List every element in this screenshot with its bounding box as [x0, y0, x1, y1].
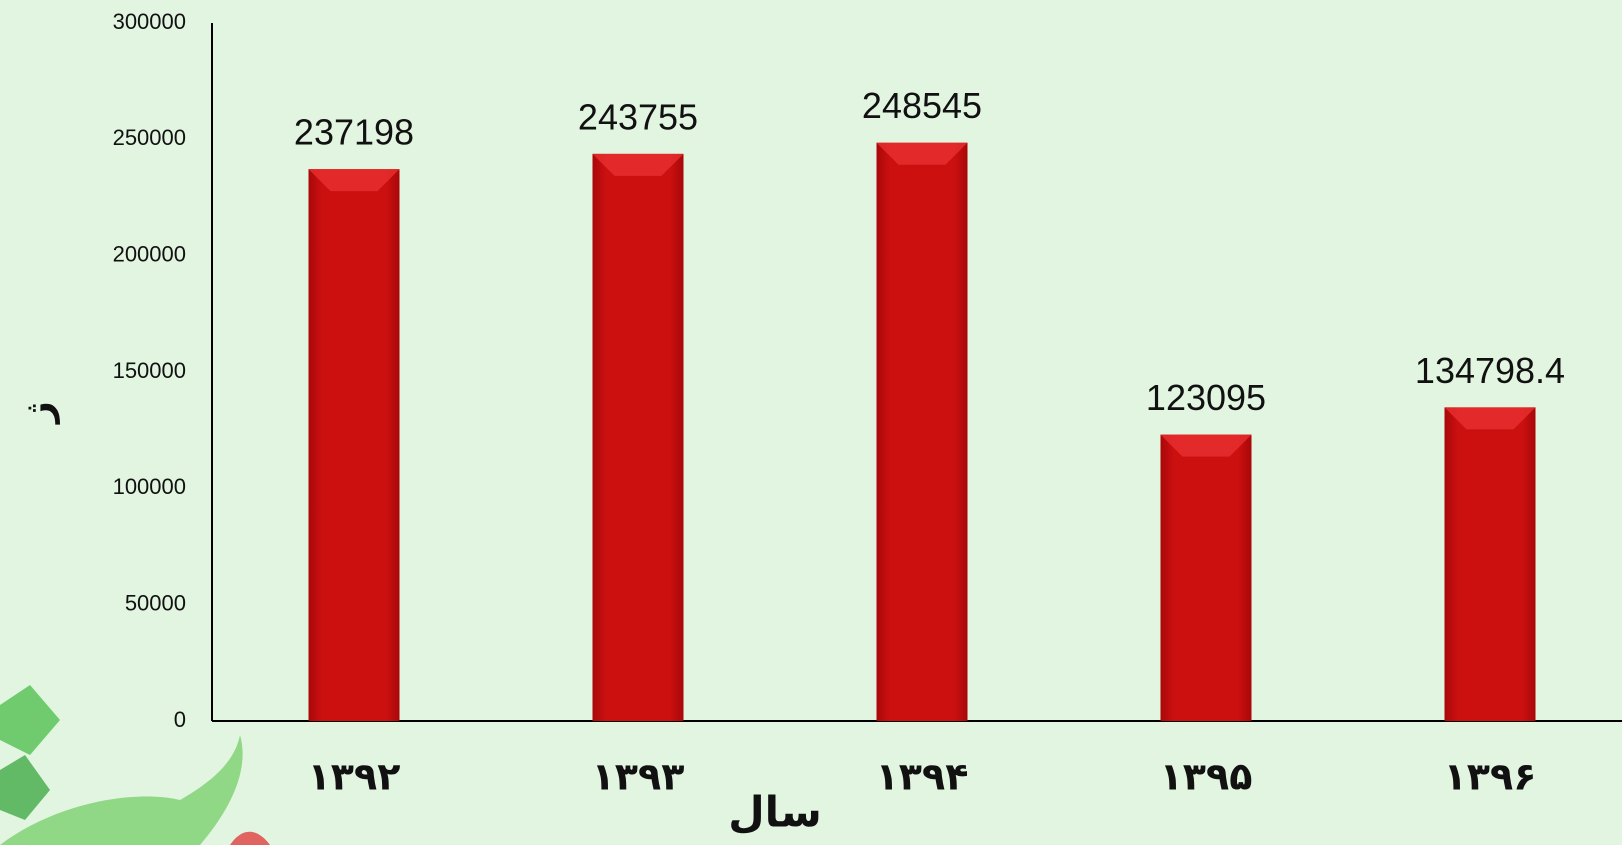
- y-tick-label: 250000: [113, 125, 186, 150]
- value-label: 248545: [862, 85, 982, 126]
- x-tick-label: ۱۳۹۵: [1160, 755, 1253, 799]
- bar: [1445, 407, 1536, 721]
- x-tick-label: ۱۳۹۶: [1444, 755, 1537, 799]
- y-tick-label: 200000: [113, 241, 186, 266]
- value-label: 237198: [294, 112, 414, 153]
- x-tick-label: ۱۳۹۴: [876, 755, 969, 799]
- bar: [877, 143, 968, 721]
- decoration: [0, 685, 270, 845]
- x-tick-label: ۱۳۹۲: [308, 755, 401, 799]
- x-tick-label: ۱۳۹۳: [592, 755, 685, 799]
- value-label: 123095: [1146, 377, 1266, 418]
- x-axis-label: سال: [728, 788, 822, 837]
- chart: ژ سال 0 50000 100000 150000 200000 250000 3000…: [0, 0, 1622, 845]
- value-label: 134798.4: [1415, 350, 1565, 391]
- bar: [593, 154, 684, 721]
- bar: [1161, 435, 1252, 721]
- value-label: 243755: [578, 96, 698, 137]
- y-tick-label: 150000: [113, 358, 186, 383]
- y-tick-label: 300000: [113, 9, 186, 34]
- y-tick-label: 0: [174, 707, 186, 732]
- y-tick-label: 100000: [113, 474, 186, 499]
- y-tick-label: 50000: [125, 590, 186, 615]
- y-axis-label: ژ: [16, 401, 60, 425]
- bar: [309, 169, 400, 721]
